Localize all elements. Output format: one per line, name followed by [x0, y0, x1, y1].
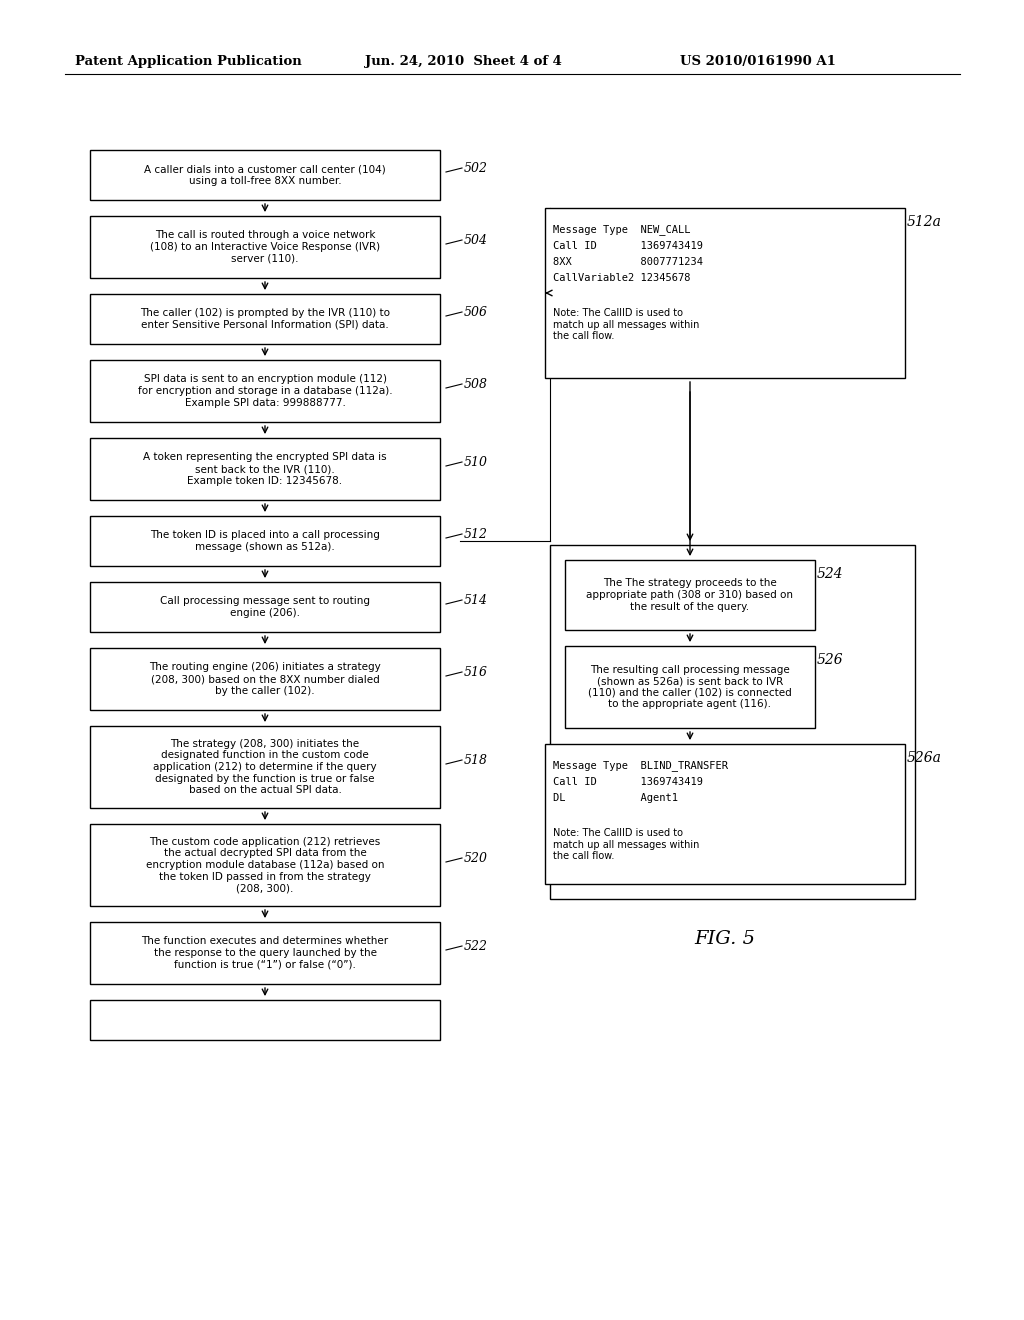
Bar	[90, 438, 440, 500]
Text: US 2010/0161990 A1: US 2010/0161990 A1	[680, 55, 836, 69]
Bar	[90, 824, 440, 906]
Text: CallVariable2 12345678: CallVariable2 12345678	[553, 273, 690, 282]
Bar	[565, 560, 815, 630]
Text: Message Type  NEW_CALL: Message Type NEW_CALL	[553, 224, 690, 235]
Text: The routing engine (206) initiates a strategy
(208, 300) based on the 8XX number: The routing engine (206) initiates a str…	[150, 663, 381, 696]
Text: 518: 518	[464, 754, 488, 767]
Text: SPI data is sent to an encryption module (112)
for encryption and storage in a d: SPI data is sent to an encryption module…	[137, 375, 392, 408]
Text: Patent Application Publication: Patent Application Publication	[75, 55, 302, 69]
Text: 520: 520	[464, 851, 488, 865]
Text: The caller (102) is prompted by the IVR (110) to
enter Sensitive Personal Inform: The caller (102) is prompted by the IVR …	[140, 308, 390, 330]
Text: A token representing the encrypted SPI data is
sent back to the IVR (110).
Examp: A token representing the encrypted SPI d…	[143, 453, 387, 486]
Text: 508: 508	[464, 378, 488, 391]
Text: 526a: 526a	[907, 751, 942, 766]
Text: FIG. 5: FIG. 5	[694, 931, 756, 948]
Text: 522: 522	[464, 940, 488, 953]
Text: Message Type  BLIND_TRANSFER: Message Type BLIND_TRANSFER	[553, 760, 728, 771]
Text: 502: 502	[464, 161, 488, 174]
Bar	[90, 582, 440, 632]
Text: The resulting call processing message
(shown as 526a) is sent back to IVR
(110) : The resulting call processing message (s…	[588, 664, 792, 709]
Text: Note: The CallID is used to
match up all messages within
the call flow.: Note: The CallID is used to match up all…	[553, 308, 699, 341]
Bar	[90, 216, 440, 279]
Text: Jun. 24, 2010  Sheet 4 of 4: Jun. 24, 2010 Sheet 4 of 4	[365, 55, 562, 69]
Bar	[545, 744, 905, 884]
Bar	[90, 648, 440, 710]
Text: The token ID is placed into a call processing
message (shown as 512a).: The token ID is placed into a call proce…	[151, 531, 380, 552]
Text: 504: 504	[464, 234, 488, 247]
Bar	[90, 726, 440, 808]
Bar	[90, 516, 440, 566]
Text: The function executes and determines whether
the response to the query launched : The function executes and determines whe…	[141, 936, 388, 970]
Bar	[90, 360, 440, 422]
Text: 514: 514	[464, 594, 488, 606]
Bar	[90, 921, 440, 983]
Text: A caller dials into a customer call center (104)
using a toll-free 8XX number.: A caller dials into a customer call cent…	[144, 164, 386, 186]
Text: The custom code application (212) retrieves
the actual decrypted SPI data from t: The custom code application (212) retrie…	[145, 837, 384, 894]
Text: 524: 524	[817, 568, 844, 581]
Text: Call ID       1369743419: Call ID 1369743419	[553, 242, 703, 251]
Bar	[545, 209, 905, 378]
Bar	[90, 1001, 440, 1040]
Text: 526: 526	[817, 653, 844, 667]
Text: 8XX           8007771234: 8XX 8007771234	[553, 257, 703, 267]
Text: The call is routed through a voice network
(108) to an Interactive Voice Respons: The call is routed through a voice netwo…	[150, 231, 380, 264]
Text: Note: The CallID is used to
match up all messages within
the call flow.: Note: The CallID is used to match up all…	[553, 828, 699, 861]
Bar	[550, 545, 915, 899]
Text: Call processing message sent to routing
engine (206).: Call processing message sent to routing …	[160, 597, 370, 618]
Text: 512: 512	[464, 528, 488, 540]
Text: The The strategy proceeds to the
appropriate path (308 or 310) based on
the resu: The The strategy proceeds to the appropr…	[587, 578, 794, 611]
Text: Call ID       1369743419: Call ID 1369743419	[553, 777, 703, 787]
Bar	[90, 294, 440, 345]
Text: DL            Agent1: DL Agent1	[553, 793, 678, 803]
Text: 506: 506	[464, 305, 488, 318]
Text: The strategy (208, 300) initiates the
designated function in the custom code
app: The strategy (208, 300) initiates the de…	[154, 739, 377, 795]
Bar	[90, 150, 440, 201]
Text: 510: 510	[464, 455, 488, 469]
Text: 512a: 512a	[907, 215, 942, 228]
Bar	[565, 645, 815, 729]
Text: 516: 516	[464, 665, 488, 678]
